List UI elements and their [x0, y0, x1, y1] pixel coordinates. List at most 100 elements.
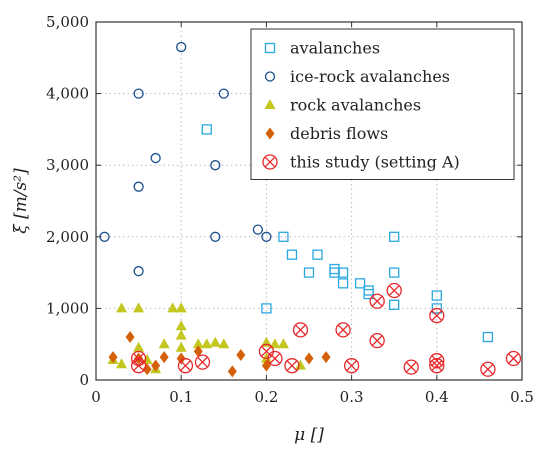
- point-avalanches: [312, 249, 323, 260]
- point-rock-avalanches: [201, 338, 213, 349]
- point-rock-avalanches: [116, 302, 128, 313]
- point-rock-avalanches: [218, 338, 230, 349]
- point-rock-avalanches: [209, 336, 221, 347]
- data-points: [99, 41, 522, 378]
- point-ice-rock-avalanches: [150, 152, 161, 164]
- point-this-study-setting-a: [369, 332, 385, 349]
- point-this-study-setting-a: [177, 358, 194, 374]
- legend-label: rock avalanches: [290, 96, 421, 115]
- point-debris-flows: [151, 359, 161, 372]
- point-this-study-setting-a: [403, 359, 419, 375]
- point-this-study-setting-a: [335, 322, 351, 338]
- point-debris-flows: [125, 331, 135, 344]
- point-debris-flows: [193, 345, 203, 358]
- point-avalanches: [389, 267, 400, 278]
- point-ice-rock-avalanches: [133, 266, 144, 277]
- point-this-study-setting-a: [429, 358, 445, 374]
- point-debris-flows: [176, 352, 186, 365]
- point-this-study-setting-a: [292, 322, 309, 338]
- x-axis-label: μ []: [294, 425, 324, 445]
- point-rock-avalanches: [294, 359, 306, 370]
- x-tick-label: 0.2: [254, 388, 278, 406]
- point-rock-avalanches: [133, 302, 145, 313]
- point-rock-avalanches: [260, 352, 272, 363]
- y-tick-label: 4,000: [46, 85, 89, 103]
- point-this-study-setting-a: [429, 353, 445, 369]
- x-tick-label: 0.5: [510, 388, 534, 406]
- y-tick-label: 0: [79, 371, 89, 389]
- point-ice-rock-avalanches: [210, 160, 221, 171]
- legend-box: [250, 28, 515, 180]
- point-avalanches: [431, 303, 442, 314]
- point-avalanches: [389, 299, 400, 310]
- point-this-study-setting-a: [267, 350, 283, 367]
- legend-label: this study (setting A): [290, 153, 460, 172]
- point-rock-avalanches: [269, 338, 281, 349]
- point-rock-avalanches: [192, 338, 204, 349]
- point-ice-rock-avalanches: [261, 231, 272, 242]
- point-avalanches: [201, 124, 212, 135]
- point-avalanches: [278, 231, 289, 242]
- x-tick-label: 0.4: [425, 388, 449, 406]
- point-debris-flows: [236, 348, 246, 361]
- plot-frame: [95, 21, 523, 381]
- x-tick-label: 0: [91, 388, 101, 406]
- point-avalanches: [431, 290, 442, 301]
- legend-marker: [264, 42, 276, 54]
- x-tick-label: 0.3: [340, 388, 364, 406]
- point-ice-rock-avalanches: [133, 181, 144, 192]
- point-this-study-setting-a: [480, 361, 496, 377]
- legend-label: avalanches: [290, 39, 380, 58]
- point-debris-flows: [142, 363, 152, 376]
- legend: avalanches ice-rock avalanches rock avalan…: [250, 28, 515, 180]
- point-avalanches: [354, 278, 366, 289]
- point-this-study-setting-a: [369, 293, 385, 309]
- point-rock-avalanches: [158, 338, 170, 349]
- legend-marker: [264, 71, 276, 82]
- point-avalanches: [363, 288, 374, 300]
- legend-marker: [262, 154, 278, 170]
- point-avalanches: [286, 249, 298, 260]
- legend-label: ice-rock avalanches: [290, 67, 450, 86]
- point-rock-avalanches: [175, 341, 187, 352]
- point-avalanches: [329, 267, 340, 278]
- point-rock-avalanches: [116, 358, 128, 369]
- point-this-study-setting-a: [130, 358, 147, 374]
- point-avalanches: [303, 267, 315, 278]
- point-debris-flows: [321, 351, 331, 364]
- point-ice-rock-avalanches: [133, 88, 144, 99]
- point-rock-avalanches: [175, 329, 187, 340]
- point-avalanches: [337, 278, 349, 289]
- y-tick-label: 1,000: [46, 299, 89, 317]
- point-this-study-setting-a: [386, 282, 402, 299]
- point-rock-avalanches: [175, 320, 187, 331]
- legend-marker: [264, 99, 276, 109]
- point-ice-rock-avalanches: [252, 224, 264, 235]
- point-rock-avalanches: [167, 302, 179, 313]
- point-this-study-setting-a: [505, 350, 522, 367]
- point-ice-rock-avalanches: [210, 231, 221, 242]
- legend-label: debris flows: [290, 124, 388, 143]
- point-this-study-setting-a: [343, 358, 360, 374]
- point-ice-rock-avalanches: [218, 88, 229, 99]
- point-avalanches: [482, 331, 494, 343]
- y-axis-label: ξ [m/s²]: [11, 168, 31, 234]
- point-avalanches: [261, 303, 272, 314]
- legend-marker: [265, 127, 275, 140]
- point-rock-avalanches: [133, 341, 145, 352]
- point-debris-flows: [108, 351, 118, 364]
- x-tick-label: 0.1: [169, 388, 193, 406]
- point-rock-avalanches: [277, 338, 289, 349]
- point-this-study-setting-a: [429, 307, 445, 324]
- y-tick-label: 5,000: [46, 13, 89, 31]
- point-avalanches: [329, 263, 340, 275]
- point-debris-flows: [159, 351, 169, 364]
- point-debris-flows: [304, 352, 314, 365]
- point-avalanches: [337, 267, 349, 278]
- point-ice-rock-avalanches: [176, 41, 187, 53]
- y-tick-label: 2,000: [46, 228, 89, 246]
- y-tick-label: 3,000: [46, 156, 89, 174]
- point-debris-flows: [227, 365, 237, 378]
- point-this-study-setting-a: [194, 354, 211, 370]
